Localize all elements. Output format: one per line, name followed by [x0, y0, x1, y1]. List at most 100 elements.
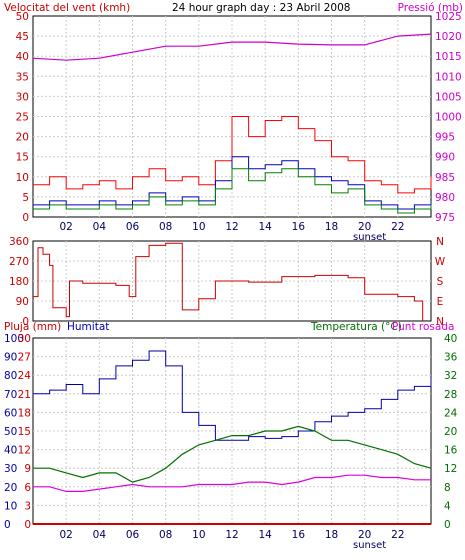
pressure-axis-title: Pressió (mb) — [398, 2, 463, 14]
hour-tick-label-bottom: 16 — [292, 529, 306, 541]
wind-gust-series — [33, 116, 432, 194]
pressure-tick-label: 1015 — [435, 51, 462, 63]
hour-tick-label-bottom: 18 — [325, 529, 338, 541]
rain-tick-label: 9 — [24, 463, 31, 475]
rain-tick-label: 24 — [18, 370, 32, 382]
hour-tick-label-top: 22 — [391, 221, 404, 233]
humidity-series — [33, 350, 432, 441]
humidity-tick-label: 0 — [4, 519, 11, 531]
pressure-tick-label: 1010 — [435, 71, 462, 83]
hour-tick-label-bottom: 20 — [358, 529, 371, 541]
pressure-tick-label: 975 — [435, 212, 455, 224]
rain-tick-label: 30 — [18, 333, 31, 345]
temperature-tick-label: 20 — [444, 426, 457, 438]
humidity-tick-label: 60 — [4, 407, 17, 419]
dewpoint-axis-title: Punt rosada — [392, 321, 454, 333]
pressure-tick-label: 1000 — [435, 112, 462, 124]
pressure-series — [32, 33, 432, 61]
temperature-series — [33, 425, 432, 483]
pressure-tick-label: 985 — [435, 172, 455, 184]
temperature-tick-label: 16 — [444, 445, 458, 457]
wind-tick-label: 0 — [22, 212, 29, 224]
humidity-tick-label: 50 — [4, 426, 17, 438]
wind-tick-label: 10 — [16, 172, 29, 184]
temperature-tick-label: 40 — [444, 333, 457, 345]
temperature-axis-title: Temperatura (°C) — [310, 321, 402, 333]
humidity-tick-label: 20 — [4, 482, 17, 494]
wind-tick-label: 5 — [22, 192, 29, 204]
pressure-tick-label: 1005 — [435, 91, 462, 103]
pressure-tick-label: 1025 — [435, 11, 462, 23]
humidity-tick-label: 100 — [4, 333, 24, 345]
hour-tick-label-top: 12 — [225, 221, 238, 233]
hour-tick-label-top: 18 — [325, 221, 338, 233]
wind-axis-title: Velocitat del vent (kmh) — [4, 2, 130, 14]
humidity-tick-label: 10 — [4, 500, 17, 512]
pressure-tick-label: 980 — [435, 192, 455, 204]
hour-tick-label-top: 02 — [59, 221, 72, 233]
hour-tick-label-bottom: 06 — [126, 529, 140, 541]
wind-tick-label: 50 — [16, 11, 29, 23]
pressure-tick-label: 995 — [435, 132, 455, 144]
rain-axis-title: Pluja (mm) — [4, 321, 61, 333]
humidity-tick-label: 30 — [4, 463, 17, 475]
humidity-tick-label: 90 — [4, 352, 17, 364]
rain-tick-label: 21 — [18, 389, 31, 401]
humidity-tick-label: 80 — [4, 370, 17, 382]
compass-tick-label: E — [437, 296, 444, 308]
compass-tick-label: W — [435, 256, 446, 268]
direction-tick-label: 90 — [16, 296, 29, 308]
hour-tick-label-bottom: 14 — [258, 529, 272, 541]
rain-tick-label: 3 — [24, 500, 31, 512]
hour-tick-label-bottom: 04 — [93, 529, 107, 541]
pressure-tick-label: 990 — [435, 152, 455, 164]
wind-average-series — [33, 156, 432, 210]
sunset-label-top: sunset — [353, 232, 386, 243]
dewpoint-series — [33, 474, 431, 492]
hour-tick-label-top: 10 — [192, 221, 205, 233]
hour-tick-label-top: 20 — [358, 221, 371, 233]
rain-tick-label: 18 — [18, 407, 31, 419]
rain-tick-label: 12 — [18, 445, 31, 457]
hour-tick-label-bottom: 10 — [192, 529, 205, 541]
direction-tick-label: 270 — [9, 256, 29, 268]
hour-tick-label-bottom: 12 — [225, 529, 238, 541]
humidity-tick-label: 70 — [4, 389, 17, 401]
wind-tick-label: 20 — [16, 132, 29, 144]
humidity-tick-label: 40 — [4, 445, 17, 457]
temperature-tick-label: 32 — [444, 370, 457, 382]
wind-tick-label: 15 — [16, 152, 29, 164]
compass-tick-label: N — [436, 236, 444, 248]
direction-tick-label: 360 — [9, 236, 29, 248]
temperature-tick-label: 36 — [444, 352, 458, 364]
direction-tick-label: 0 — [22, 316, 29, 328]
hour-tick-label-top: 04 — [93, 221, 107, 233]
temperature-tick-label: 28 — [444, 389, 457, 401]
pressure-tick-label: 1020 — [435, 31, 462, 43]
rain-tick-label: 27 — [18, 352, 31, 364]
temperature-tick-label: 8 — [444, 482, 451, 494]
data-series — [32, 33, 432, 525]
hour-tick-label-top: 16 — [292, 221, 306, 233]
wind-speed-series — [33, 168, 432, 214]
hour-tick-label-bottom: 02 — [59, 529, 72, 541]
compass-tick-label: N — [436, 316, 444, 328]
wind-tick-label: 45 — [16, 31, 29, 43]
rain-tick-label: 15 — [18, 426, 31, 438]
hour-tick-label-top: 14 — [258, 221, 272, 233]
wind-tick-label: 30 — [16, 91, 29, 103]
direction-tick-label: 180 — [9, 276, 29, 288]
temperature-tick-label: 24 — [444, 407, 458, 419]
hour-tick-label-bottom: 08 — [159, 529, 172, 541]
temperature-tick-label: 0 — [444, 519, 451, 531]
wind-tick-label: 35 — [16, 71, 29, 83]
sunset-label-bottom: sunset — [353, 540, 386, 551]
chart-title: 24 hour graph day : 23 Abril 2008 — [172, 2, 350, 14]
wind-tick-label: 25 — [16, 112, 29, 124]
tick-labels: 0510152025303540455097598098599099510001… — [4, 11, 462, 541]
rain-tick-label: 6 — [24, 482, 31, 494]
wind-direction-series — [33, 242, 424, 321]
humidity-axis-title: Humitat — [67, 321, 109, 333]
